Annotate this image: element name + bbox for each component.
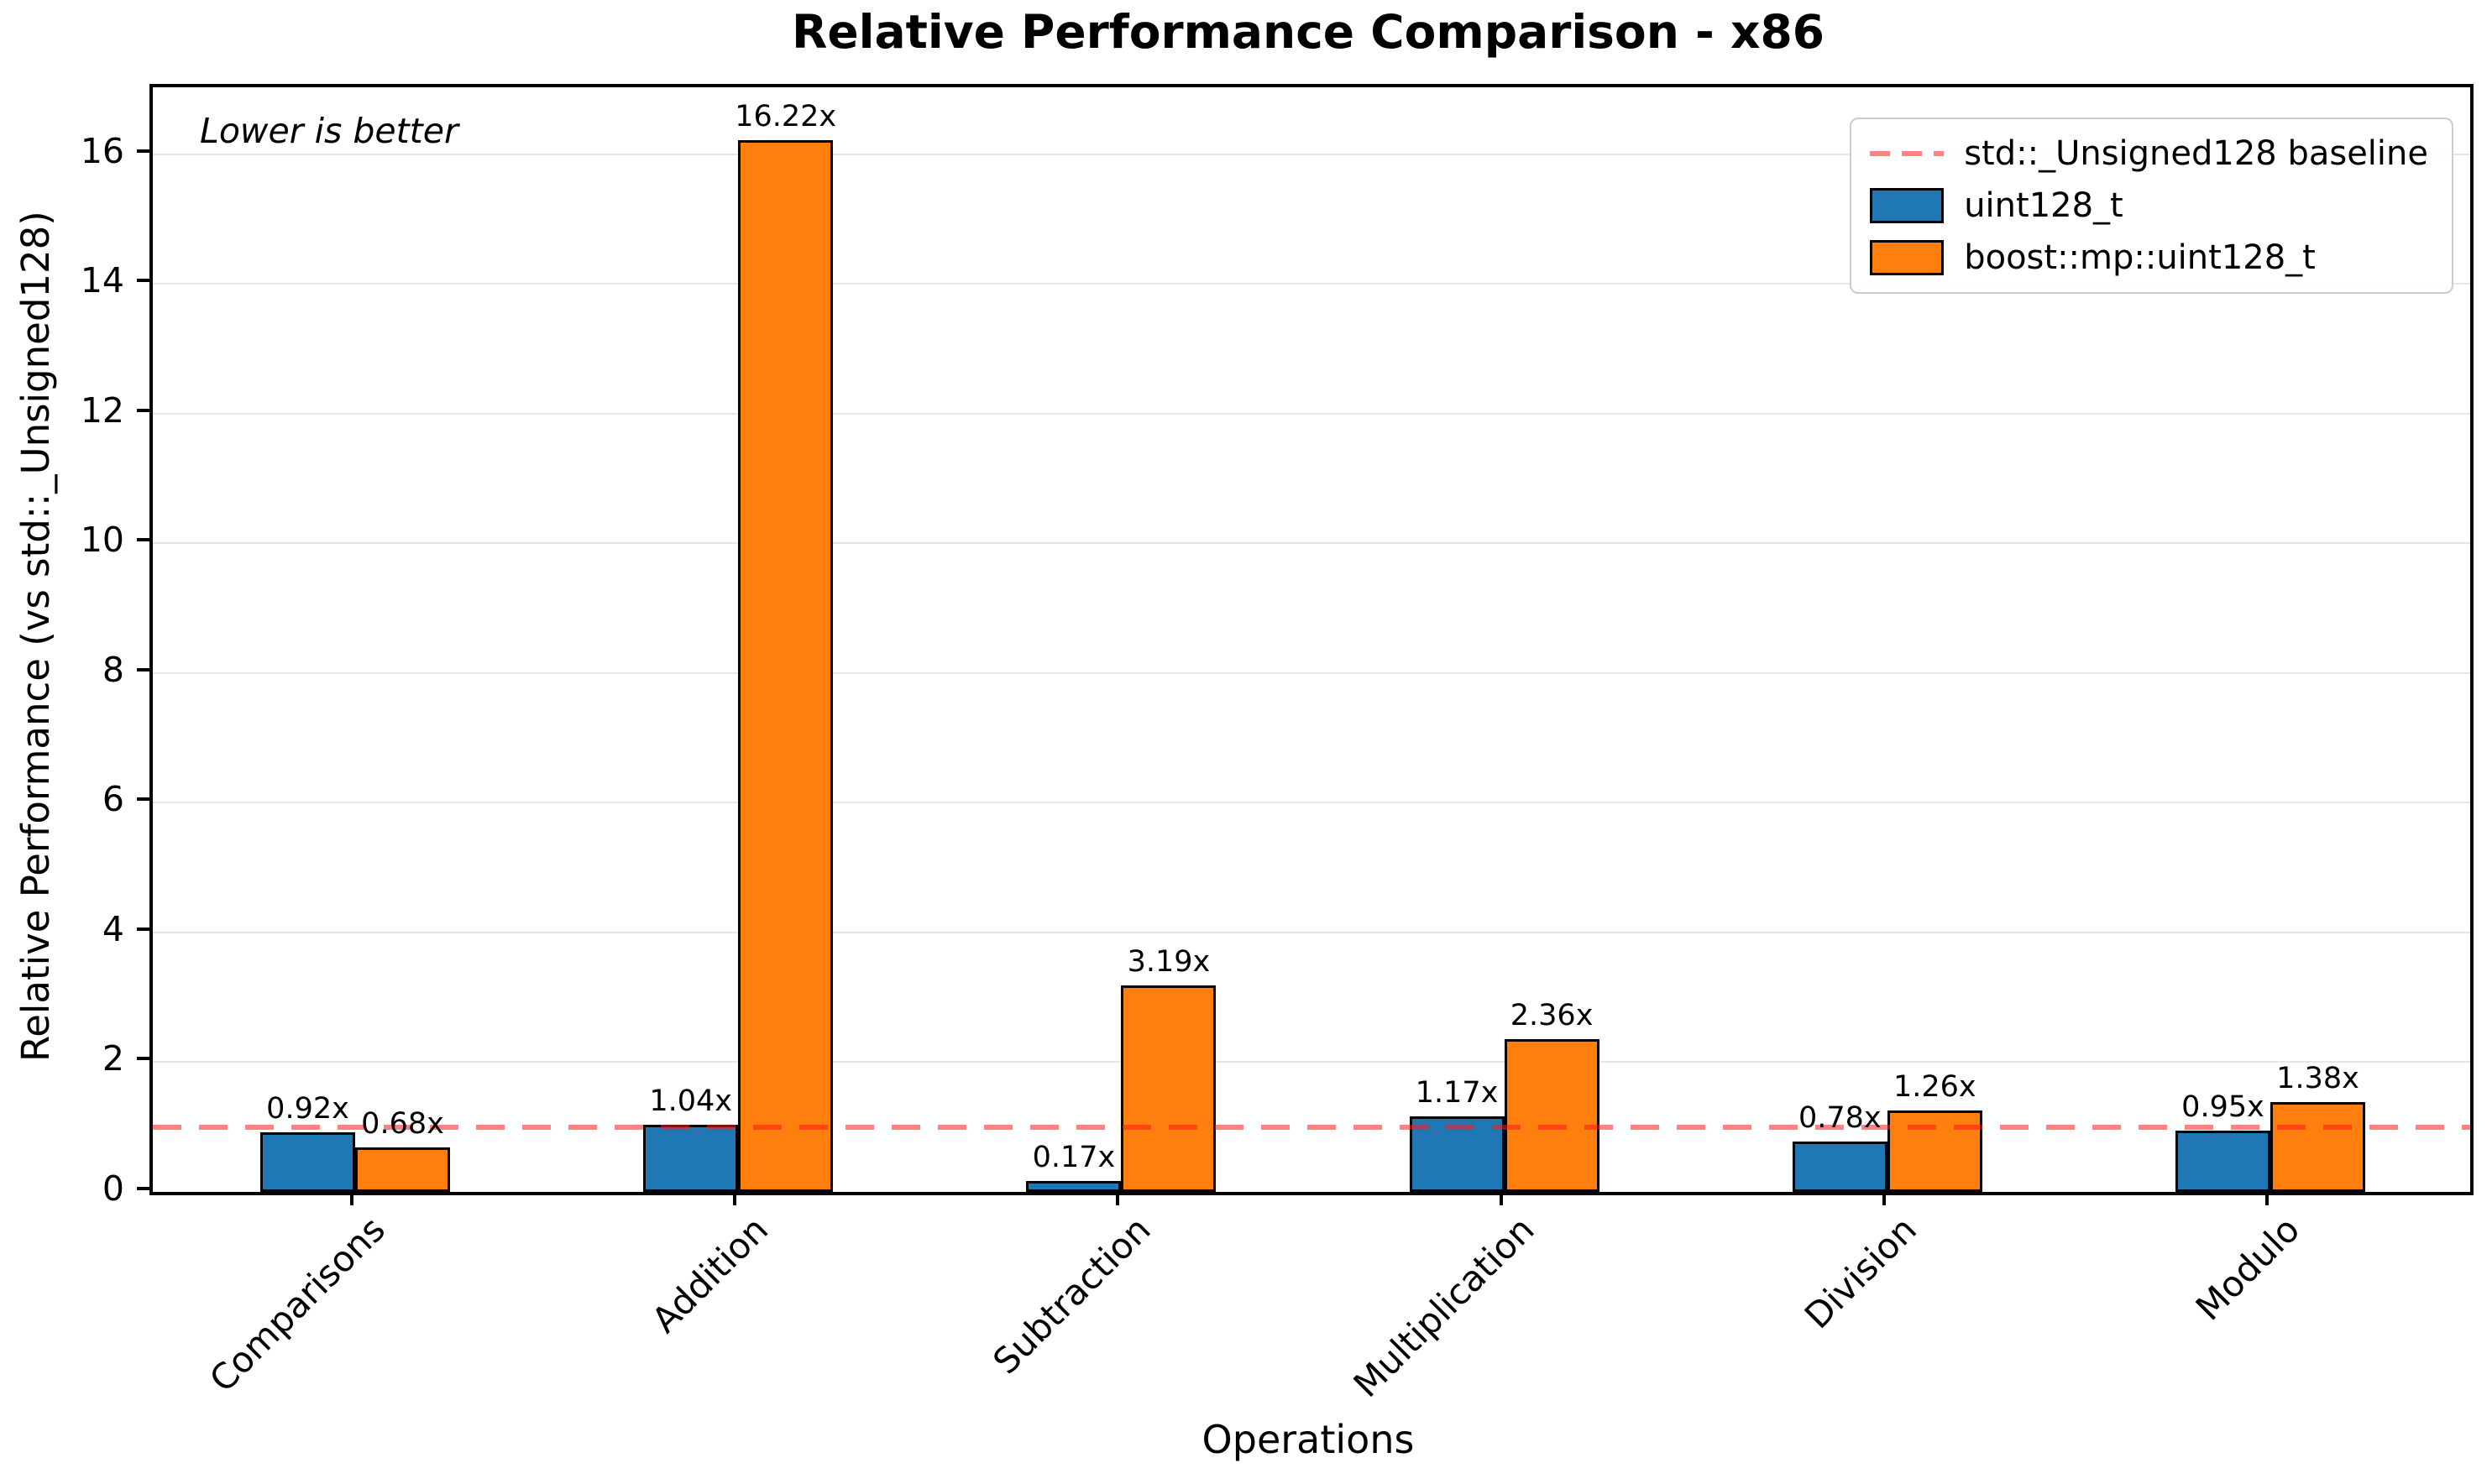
baseline-line xyxy=(153,1124,2470,1130)
y-tick-mark xyxy=(137,797,151,802)
x-tick-label: Addition xyxy=(643,1209,776,1341)
bar-uint128-t-comparisons xyxy=(260,1131,355,1192)
legend-item-baseline: std::_Unsigned128 baseline xyxy=(1870,134,2428,173)
x-tick-mark xyxy=(350,1192,353,1205)
gridline-y12 xyxy=(153,412,2470,415)
bar-value-label: 1.38x xyxy=(2276,1062,2359,1096)
gridline-y2 xyxy=(153,1061,2470,1063)
y-tick-mark xyxy=(137,408,151,412)
bar-value-label: 1.17x xyxy=(1415,1075,1499,1110)
bar-boost-mp-uint128-t-multiplication xyxy=(1504,1038,1599,1192)
legend-label: boost::mp::uint128_t xyxy=(1964,238,2316,277)
y-tick-mark xyxy=(137,1187,151,1190)
y-axis-label: Relative Performance (vs std::_Unsigned1… xyxy=(13,211,58,1062)
y-tick-mark xyxy=(137,667,151,671)
bar-uint128-t-subtraction xyxy=(1026,1180,1122,1192)
legend-label: std::_Unsigned128 baseline xyxy=(1964,134,2428,173)
y-tick-label: 16 xyxy=(80,130,124,171)
bar-value-label: 0.92x xyxy=(266,1091,349,1126)
gridline-y8 xyxy=(153,671,2470,674)
annotation-lower-is-better: Lower is better xyxy=(200,111,458,151)
bar-boost-mp-uint128-t-comparisons xyxy=(355,1147,450,1192)
x-tick-label: Modulo xyxy=(2188,1209,2308,1329)
x-tick-label: Multiplication xyxy=(1345,1209,1542,1406)
orange-swatch xyxy=(1870,240,1945,275)
bar-boost-mp-uint128-t-modulo xyxy=(2270,1102,2365,1192)
gridline-y4 xyxy=(153,931,2470,933)
chart-title: Relative Performance Comparison - x86 xyxy=(791,5,1824,59)
y-tick-mark xyxy=(137,538,151,542)
bar-value-label: 1.26x xyxy=(1893,1069,1976,1104)
legend-label: uint128_t xyxy=(1964,186,2123,225)
bar-value-label: 0.95x xyxy=(2181,1089,2264,1124)
bar-uint128-t-addition xyxy=(643,1124,739,1192)
gridline-y6 xyxy=(153,802,2470,804)
baseline-dash-sample xyxy=(1870,151,1945,156)
y-tick-mark xyxy=(137,149,151,153)
legend-item-boost: boost::mp::uint128_t xyxy=(1870,238,2428,277)
bar-boost-mp-uint128-t-addition xyxy=(738,139,834,1192)
bar-value-label: 0.68x xyxy=(361,1107,444,1142)
y-tick-mark xyxy=(137,927,151,931)
bar-value-label: 3.19x xyxy=(1127,944,1211,979)
y-tick-label: 6 xyxy=(102,779,124,820)
y-tick-mark xyxy=(137,1057,151,1061)
y-tick-label: 2 xyxy=(102,1038,124,1079)
y-tick-label: 0 xyxy=(102,1168,124,1209)
bar-value-label: 0.17x xyxy=(1032,1140,1116,1174)
x-tick-mark xyxy=(1116,1192,1120,1205)
x-tick-label: Subtraction xyxy=(985,1209,1160,1382)
plot-area: Lower is better std::_Unsigned128 baseli… xyxy=(149,84,2474,1195)
bar-boost-mp-uint128-t-subtraction xyxy=(1121,985,1217,1192)
bar-value-label: 16.22x xyxy=(735,99,837,133)
x-tick-label: Division xyxy=(1797,1209,1925,1337)
y-tick-label: 4 xyxy=(102,908,124,949)
bar-value-label: 1.04x xyxy=(649,1084,733,1118)
y-tick-label: 10 xyxy=(80,520,124,561)
y-tick-label: 8 xyxy=(102,649,124,690)
x-tick-mark xyxy=(1499,1192,1503,1205)
bar-value-label: 0.78x xyxy=(1798,1100,1882,1135)
blue-swatch xyxy=(1870,188,1945,223)
legend-item-uint128: uint128_t xyxy=(1870,186,2428,225)
x-tick-label: Comparisons xyxy=(201,1209,393,1400)
gridline-y16 xyxy=(153,153,2470,155)
bar-uint128-t-division xyxy=(1792,1141,1887,1192)
y-tick-mark xyxy=(137,279,151,283)
bar-value-label: 2.36x xyxy=(1510,998,1594,1032)
gridline-y10 xyxy=(153,542,2470,545)
x-tick-mark xyxy=(733,1192,737,1205)
x-tick-mark xyxy=(1882,1192,1886,1205)
legend-box: std::_Unsigned128 baseline uint128_t boo… xyxy=(1850,118,2453,294)
x-axis-label: Operations xyxy=(1202,1417,1415,1462)
bar-uint128-t-modulo xyxy=(2175,1130,2270,1192)
y-tick-label: 12 xyxy=(80,389,124,431)
bar-boost-mp-uint128-t-division xyxy=(1887,1110,1982,1192)
gridline-y14 xyxy=(153,283,2470,285)
y-tick-label: 14 xyxy=(80,260,124,301)
x-tick-mark xyxy=(2265,1192,2269,1205)
